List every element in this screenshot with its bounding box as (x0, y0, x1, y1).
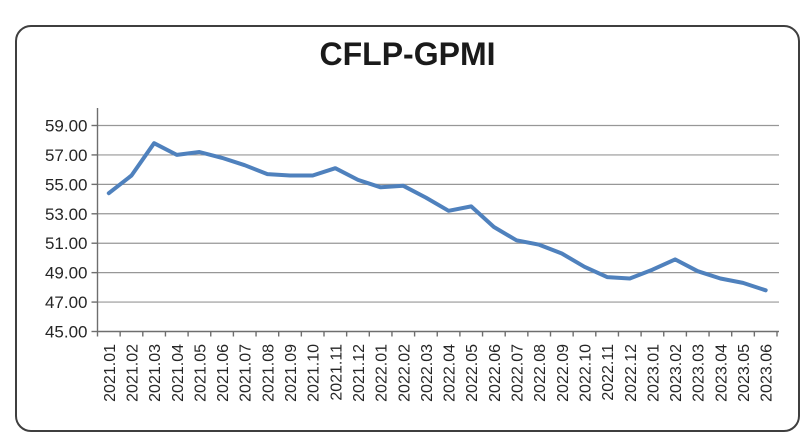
x-tick-label: 2022.11 (600, 344, 617, 401)
x-tick-label: 2022.04 (442, 344, 459, 402)
x-tick-label: 2021.06 (215, 344, 232, 402)
x-tick-label: 2021.01 (102, 344, 119, 402)
x-tick-label: 2022.01 (374, 344, 391, 402)
x-tick-label: 2022.07 (510, 344, 527, 402)
x-tick-label: 2023.06 (759, 344, 776, 402)
y-tick-label: 53.00 (45, 205, 88, 224)
y-tick-label: 45.00 (45, 323, 88, 342)
x-tick-label: 2021.02 (124, 344, 141, 402)
x-tick-label: 2023.03 (691, 344, 708, 402)
x-tick-label: 2023.05 (736, 344, 753, 402)
x-tick-label: 2022.03 (419, 344, 436, 402)
series-line (106, 141, 768, 293)
y-tick-label: 57.00 (45, 146, 88, 165)
x-tick-label: 2021.11 (328, 344, 345, 401)
x-tick-label: 2023.02 (668, 344, 685, 402)
y-tick-label: 47.00 (45, 293, 88, 312)
y-tick-label: 51.00 (45, 234, 88, 253)
x-tick-label: 2022.08 (532, 344, 549, 402)
x-tick-label: 2022.12 (623, 344, 640, 402)
x-tick-label: 2021.09 (283, 344, 300, 402)
y-tick-label: 59.00 (45, 117, 88, 136)
x-tick-label: 2022.02 (396, 344, 413, 402)
x-tick-label: 2021.07 (238, 344, 255, 402)
x-tick-label: 2022.10 (577, 344, 594, 402)
x-tick-label: 2023.01 (645, 344, 662, 402)
x-tick-label: 2022.09 (555, 344, 572, 402)
y-tick-label: 49.00 (45, 264, 88, 283)
x-tick-label: 2021.05 (192, 344, 209, 402)
x-tick-label: 2022.06 (487, 344, 504, 402)
chart-frame (15, 25, 800, 432)
x-tick-label: 2021.03 (147, 344, 164, 402)
x-tick-label: 2021.12 (351, 344, 368, 402)
x-tick-label: 2022.05 (464, 344, 481, 402)
x-tick-label: 2023.04 (713, 344, 730, 402)
x-tick-label: 2021.08 (260, 344, 277, 402)
x-tick-label: 2021.04 (170, 344, 187, 402)
chart-title: CFLP-GPMI (319, 36, 496, 72)
y-tick-label: 55.00 (45, 175, 88, 194)
x-tick-label: 2021.10 (306, 344, 323, 402)
